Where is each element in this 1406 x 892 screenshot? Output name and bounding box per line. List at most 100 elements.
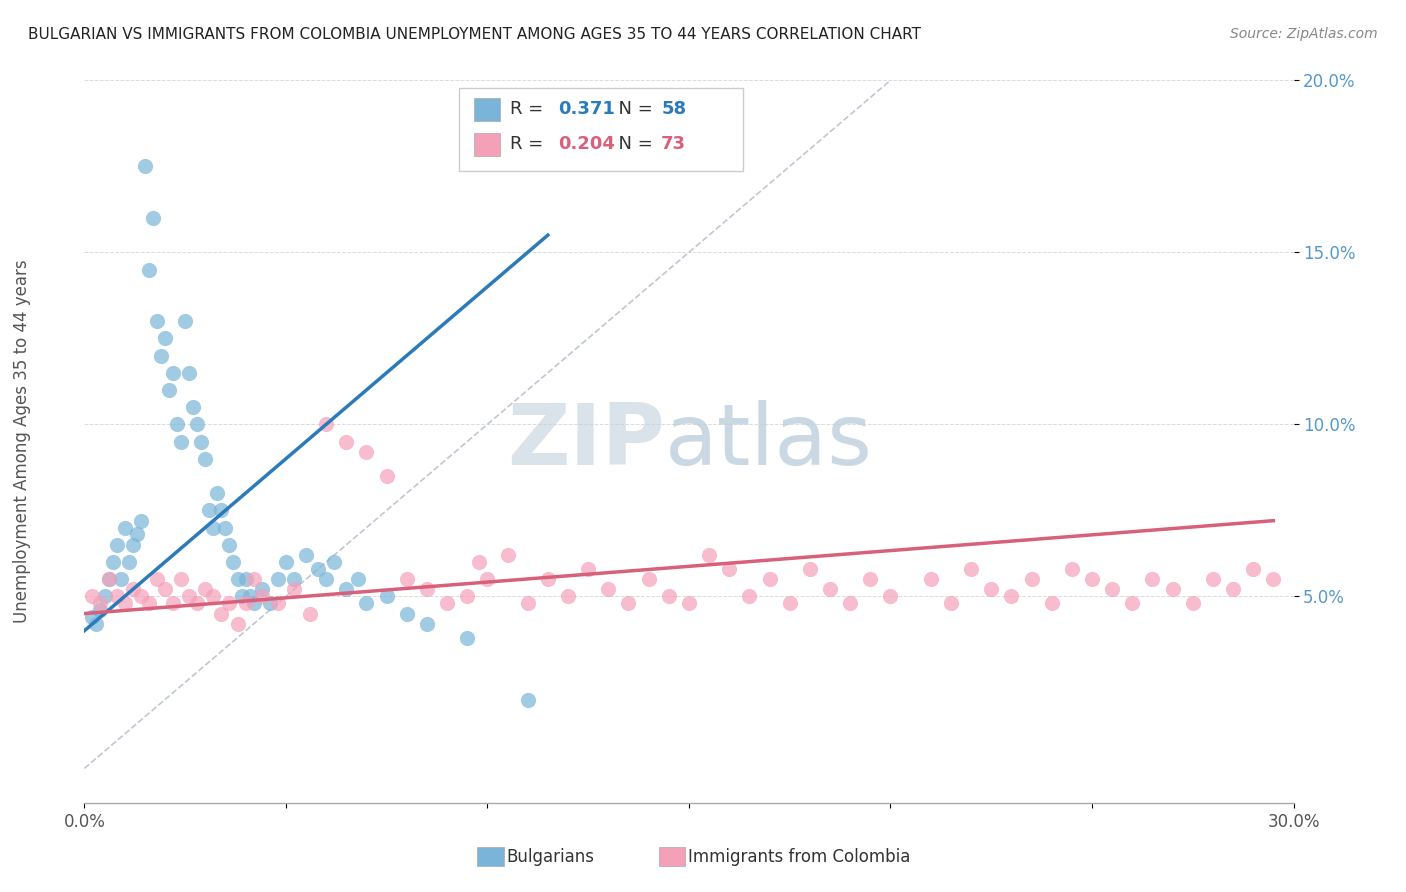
Point xyxy=(194,451,217,466)
Point xyxy=(477,572,499,586)
Point xyxy=(859,572,882,586)
Point xyxy=(818,582,841,597)
Point xyxy=(267,572,290,586)
Point xyxy=(89,596,111,610)
Point xyxy=(153,582,176,597)
Point xyxy=(980,582,1002,597)
Point xyxy=(134,159,156,173)
Point xyxy=(218,596,240,610)
Point xyxy=(226,616,249,631)
Point xyxy=(557,590,579,604)
Point xyxy=(101,555,124,569)
Point xyxy=(259,596,281,610)
Point xyxy=(456,631,478,645)
Bar xyxy=(474,98,501,121)
Point xyxy=(146,314,169,328)
Bar xyxy=(474,133,501,156)
Point xyxy=(598,582,620,597)
Text: R =: R = xyxy=(510,135,548,153)
Point xyxy=(146,572,169,586)
Point xyxy=(129,514,152,528)
Text: atlas: atlas xyxy=(665,400,873,483)
Point xyxy=(97,572,120,586)
Text: N =: N = xyxy=(607,100,658,118)
Point xyxy=(235,572,257,586)
Point xyxy=(121,582,143,597)
Point xyxy=(496,548,519,562)
Point xyxy=(190,434,212,449)
Point xyxy=(718,562,741,576)
Point xyxy=(1181,596,1204,610)
Point xyxy=(1040,596,1063,610)
Bar xyxy=(478,847,503,865)
Point xyxy=(779,596,801,610)
FancyBboxPatch shape xyxy=(460,87,744,170)
Point xyxy=(939,596,962,610)
Point xyxy=(738,590,761,604)
Point xyxy=(166,417,188,432)
Point xyxy=(576,562,599,576)
Point xyxy=(114,596,136,610)
Point xyxy=(118,555,141,569)
Point xyxy=(138,262,160,277)
Point xyxy=(198,503,221,517)
Text: 0.371: 0.371 xyxy=(558,100,616,118)
Point xyxy=(218,538,240,552)
Point xyxy=(1101,582,1123,597)
Point xyxy=(375,469,398,483)
Point xyxy=(356,445,378,459)
Point xyxy=(170,572,193,586)
Text: Source: ZipAtlas.com: Source: ZipAtlas.com xyxy=(1230,27,1378,41)
Point xyxy=(1000,590,1022,604)
Point xyxy=(1202,572,1225,586)
Point xyxy=(799,562,821,576)
Point xyxy=(839,596,862,610)
Point xyxy=(295,548,318,562)
Point xyxy=(637,572,659,586)
Point xyxy=(209,503,232,517)
Y-axis label: Unemployment Among Ages 35 to 44 years: Unemployment Among Ages 35 to 44 years xyxy=(13,260,31,624)
Point xyxy=(138,596,160,610)
Point xyxy=(202,590,225,604)
Point xyxy=(537,572,560,586)
Point xyxy=(1060,562,1083,576)
Point xyxy=(1222,582,1244,597)
Point xyxy=(209,607,232,621)
Point xyxy=(250,590,273,604)
Point xyxy=(658,590,681,604)
Point xyxy=(179,590,201,604)
Point xyxy=(267,596,290,610)
Point xyxy=(1021,572,1043,586)
Point xyxy=(149,349,172,363)
Point xyxy=(697,548,720,562)
Text: ZIP: ZIP xyxy=(508,400,665,483)
Point xyxy=(162,596,184,610)
Point xyxy=(121,538,143,552)
Point xyxy=(110,572,132,586)
Point xyxy=(347,572,370,586)
Point xyxy=(283,582,305,597)
Point xyxy=(207,486,229,500)
Point xyxy=(214,520,236,534)
Point xyxy=(242,596,264,610)
Point xyxy=(758,572,780,586)
Point xyxy=(125,527,148,541)
Point xyxy=(274,555,297,569)
Point xyxy=(153,331,176,345)
Point xyxy=(157,383,180,397)
Point xyxy=(356,596,378,610)
Point xyxy=(335,434,357,449)
Text: R =: R = xyxy=(510,100,548,118)
Point xyxy=(186,596,208,610)
Point xyxy=(239,590,262,604)
Point xyxy=(375,590,398,604)
Point xyxy=(226,572,249,586)
Text: 0.204: 0.204 xyxy=(558,135,616,153)
Text: Immigrants from Colombia: Immigrants from Colombia xyxy=(688,848,910,866)
Point xyxy=(617,596,640,610)
Point xyxy=(114,520,136,534)
Bar xyxy=(659,847,685,865)
Point xyxy=(1263,572,1285,586)
Point xyxy=(186,417,208,432)
Point xyxy=(456,590,478,604)
